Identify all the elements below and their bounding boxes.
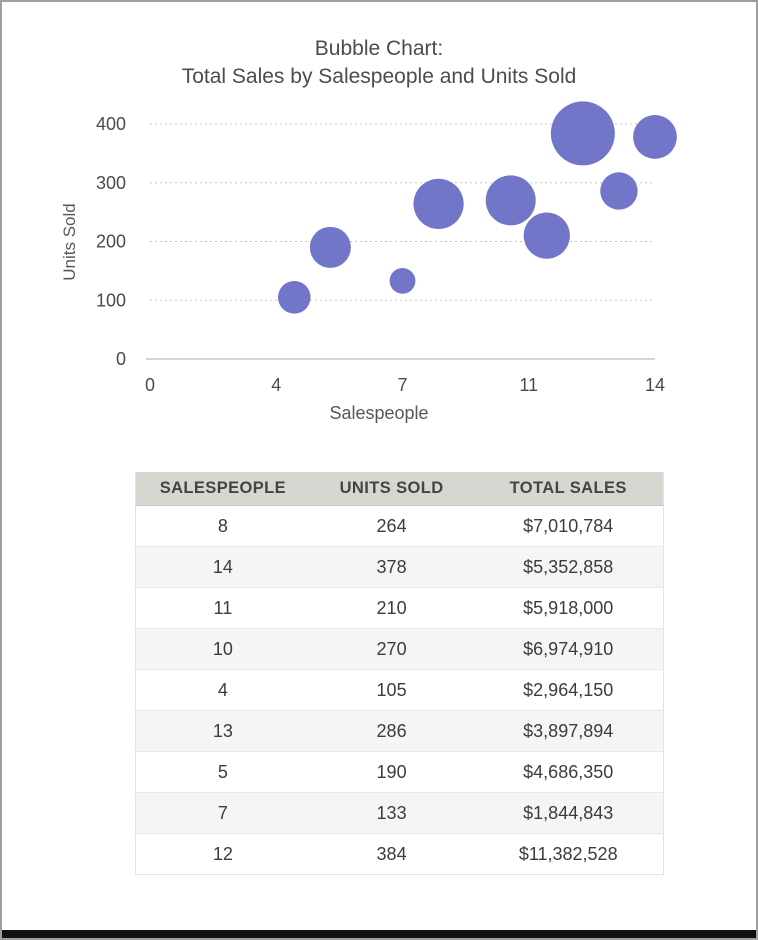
table-cell: 12 — [135, 833, 310, 875]
y-tick-label: 400 — [96, 114, 126, 134]
table-row: 4 105 $2,964,150 — [135, 669, 664, 711]
chart-title-line-2: Total Sales by Salespeople and Units Sol… — [181, 65, 577, 88]
bubble — [389, 267, 416, 294]
table-header-row: SALESPEOPLE UNITS SOLD TOTAL SALES — [135, 472, 664, 506]
chart-title: Bubble Chart: Total Sales by Salespeople… — [2, 35, 756, 91]
table-row: 13 286 $3,897,894 — [135, 710, 664, 752]
table-cell: $3,897,894 — [473, 710, 664, 752]
table-cell: 384 — [309, 833, 474, 875]
table-cell: $7,010,784 — [523, 515, 614, 536]
table-cell: 7 — [135, 792, 310, 834]
table-row: 10 270 $6,974,910 — [135, 628, 664, 670]
table-cell: $6,974,910 — [473, 628, 664, 670]
col-header-salespeople: SALESPEOPLE — [135, 472, 310, 506]
table-cell: $5,918,000 — [473, 587, 664, 629]
bubble — [523, 212, 570, 259]
table-row: 5 190 $4,686,350 — [135, 751, 664, 793]
y-tick-label: 300 — [96, 173, 126, 193]
table-row: 7 133 $1,844,843 — [135, 792, 664, 834]
table-cell: $2,964,150 — [473, 669, 664, 711]
table-cell: $11,382,528 — [473, 833, 664, 875]
y-axis-title: Units Sold — [60, 203, 79, 280]
table-cell: 378 — [309, 546, 474, 588]
x-tick-label: 4 — [271, 375, 281, 395]
bubble-chart: Bubble Chart: Total Sales by Salespeople… — [2, 2, 756, 442]
table-cell: 264 — [376, 515, 407, 536]
bubble — [485, 175, 536, 226]
table-cell: 210 — [309, 587, 474, 629]
bubble — [633, 115, 677, 159]
table-cell: 190 — [309, 751, 474, 793]
table-cell: 5 — [135, 751, 310, 793]
bubble — [600, 172, 638, 210]
bubble-chart-plot: Units Sold 0 100 200 300 400 0 4 7 11 14 — [60, 101, 677, 395]
x-tick-label: 14 — [645, 375, 665, 395]
table-cell: $4,686,350 — [473, 751, 664, 793]
col-header-total-sales: TOTAL SALES — [473, 472, 664, 506]
bubble — [413, 178, 464, 229]
table-row: 14 378 $5,352,858 — [135, 546, 664, 588]
table-cell: 13 — [135, 710, 310, 752]
table-cell: 10 — [135, 628, 310, 670]
x-tick-label: 0 — [145, 375, 155, 395]
x-tick-label: 11 — [519, 375, 538, 395]
table-cell: 105 — [309, 669, 474, 711]
chart-title-line-1: Bubble Chart: — [314, 37, 444, 60]
col-header-units-sold: UNITS SOLD — [309, 472, 474, 506]
table-cell: 286 — [309, 710, 474, 752]
bubble — [550, 101, 615, 166]
table-cell: 14 — [135, 546, 310, 588]
window-bottom-bar — [2, 930, 756, 938]
table-row: 8 264 $7,010,784 — [136, 506, 664, 547]
x-axis-title: Salespeople — [329, 403, 429, 423]
table-cell: $5,352,858 — [473, 546, 664, 588]
table-cell: $1,844,843 — [473, 792, 664, 834]
bubble — [309, 226, 351, 268]
y-tick-label: 200 — [96, 232, 126, 252]
y-tick-label: 0 — [116, 349, 126, 369]
table-cell: 133 — [309, 792, 474, 834]
table-row: 11 210 $5,918,000 — [135, 587, 664, 629]
x-tick-label: 7 — [397, 375, 407, 395]
table-row: 12 384 $11,382,528 — [135, 833, 664, 875]
table-cell: 270 — [309, 628, 474, 670]
bubble — [277, 281, 311, 314]
y-tick-label: 100 — [96, 290, 126, 310]
table-cell: 4 — [135, 669, 310, 711]
sales-table: SALESPEOPLE UNITS SOLD TOTAL SALES 8 264 $… — [135, 472, 664, 875]
table-cell: 8 — [217, 515, 228, 536]
table-cell: 11 — [135, 587, 310, 629]
